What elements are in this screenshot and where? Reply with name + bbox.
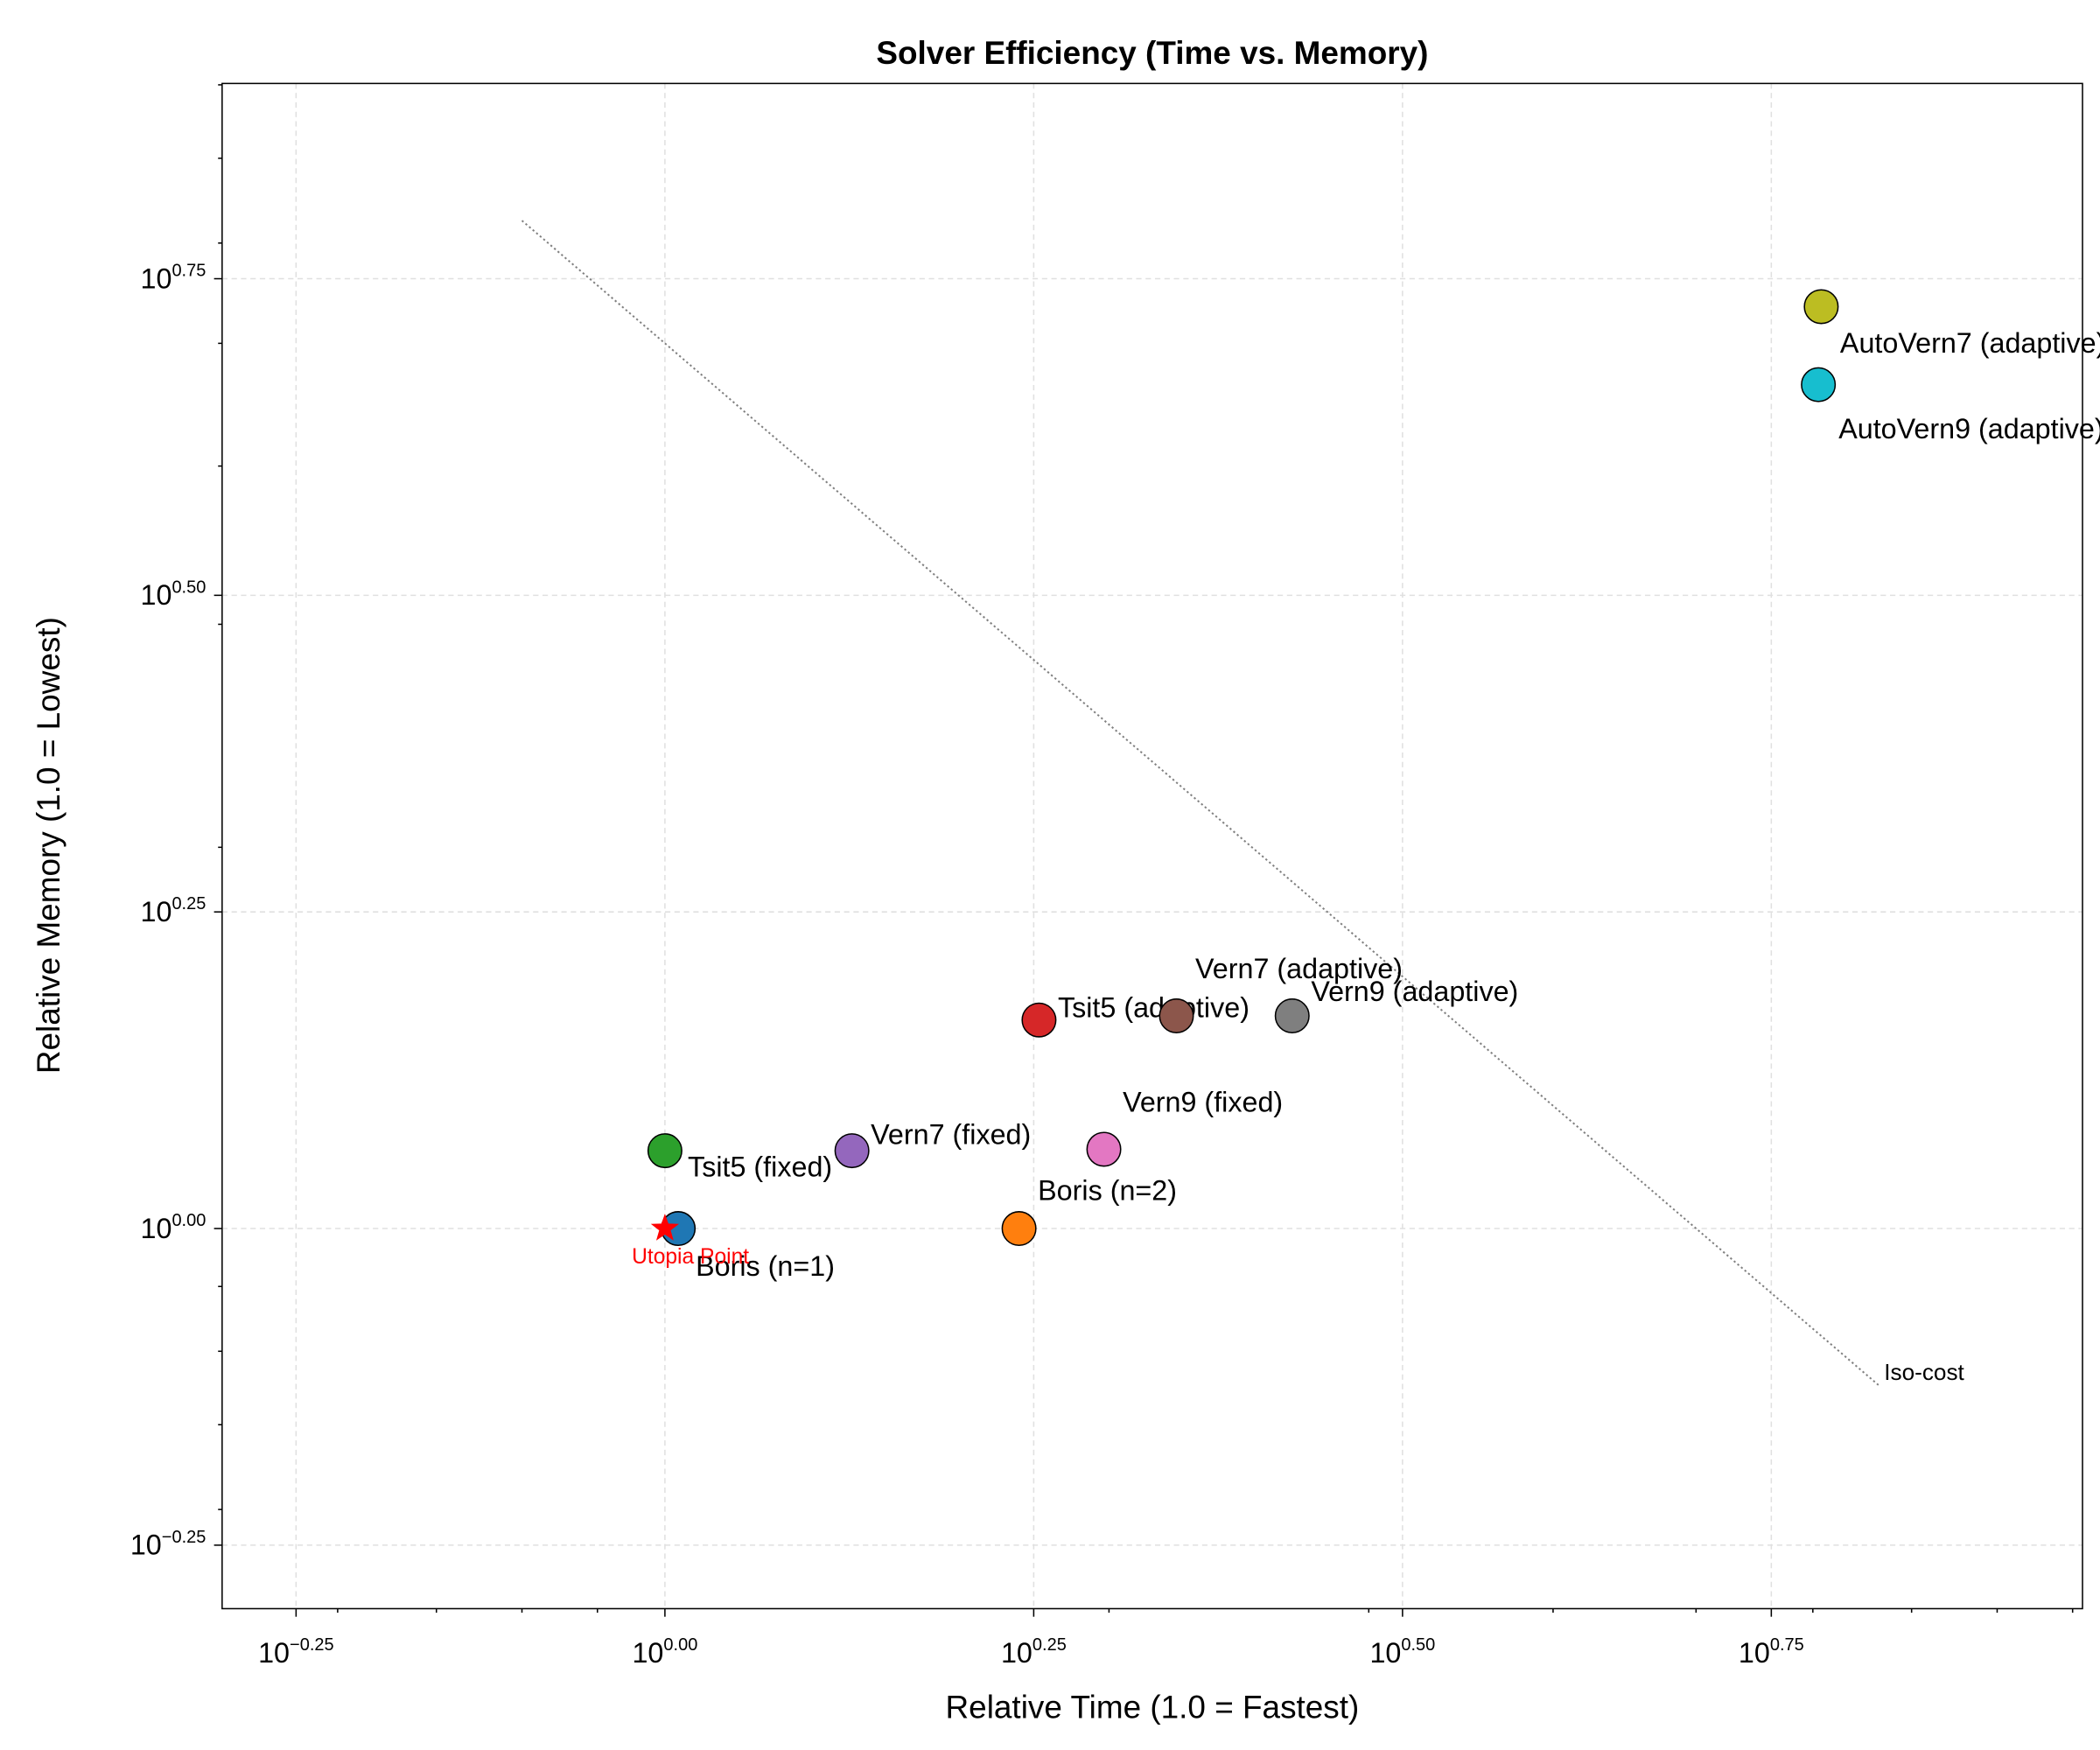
tick-label: 100.50 bbox=[1369, 1635, 1435, 1669]
point bbox=[1801, 367, 1837, 402]
tick-label-base: 10 bbox=[141, 579, 172, 611]
point-label: Boris (n=2) bbox=[1038, 1175, 1177, 1207]
x-axis-label: Relative Time (1.0 = Fastest) bbox=[946, 1690, 1360, 1726]
tick-label-exponent: −0.25 bbox=[162, 1528, 206, 1547]
tick-label-base: 10 bbox=[141, 1213, 172, 1244]
tick-label-exponent: 0.50 bbox=[1401, 1635, 1435, 1655]
tick-label: 100.25 bbox=[1001, 1635, 1067, 1669]
chart-title: Solver Efficiency (Time vs. Memory) bbox=[876, 35, 1428, 71]
tick-label-exponent: 0.25 bbox=[172, 894, 206, 914]
tick-label-base: 10 bbox=[632, 1637, 663, 1669]
tick-label-base: 10 bbox=[141, 896, 172, 928]
tick-label-exponent: 0.25 bbox=[1032, 1635, 1067, 1655]
y-axis-label: Relative Memory (1.0 = Lowest) bbox=[31, 617, 66, 1074]
tick-label-exponent: 0.00 bbox=[663, 1635, 697, 1655]
point-label: Tsit5 (fixed) bbox=[688, 1151, 832, 1182]
iso-cost-label: Iso-cost bbox=[1884, 1359, 1964, 1385]
tick-label-exponent: 0.75 bbox=[172, 261, 206, 280]
tick-label: 100.75 bbox=[1739, 1635, 1804, 1669]
tick-label-base: 10 bbox=[1001, 1637, 1032, 1669]
tick-label: 100.00 bbox=[141, 1211, 206, 1244]
iso-cost-line bbox=[521, 220, 1880, 1386]
tick-label-base: 10 bbox=[1739, 1637, 1770, 1669]
grid bbox=[221, 83, 2082, 1609]
point bbox=[1086, 1131, 1122, 1167]
tick-label: 10−0.25 bbox=[130, 1528, 206, 1561]
tick-label-exponent: 0.75 bbox=[1770, 1635, 1804, 1655]
tick-label-base: 10 bbox=[141, 262, 172, 294]
tick-label: 10−0.25 bbox=[258, 1635, 334, 1669]
point-label: AutoVern7 (adaptive) bbox=[1840, 327, 2100, 359]
point bbox=[1001, 1211, 1037, 1247]
point-label: Vern9 (fixed) bbox=[1123, 1086, 1283, 1117]
point bbox=[1021, 1002, 1057, 1038]
point bbox=[647, 1133, 682, 1169]
point bbox=[834, 1133, 870, 1169]
tick-label-base: 10 bbox=[1369, 1637, 1401, 1669]
tick-label: 100.50 bbox=[141, 578, 206, 611]
tick-label-exponent: 0.50 bbox=[172, 578, 206, 597]
tick-label-exponent: −0.25 bbox=[290, 1635, 334, 1655]
point-label: AutoVern9 (adaptive) bbox=[1838, 413, 2100, 444]
tick-label: 100.25 bbox=[141, 894, 206, 928]
point bbox=[1274, 998, 1310, 1034]
tick-label-base: 10 bbox=[130, 1530, 162, 1561]
point-label: Vern9 (adaptive) bbox=[1311, 976, 1518, 1007]
utopia-label: Utopia Point bbox=[632, 1245, 749, 1269]
point bbox=[1803, 289, 1839, 325]
plot-frame bbox=[221, 82, 2083, 1610]
point bbox=[1158, 998, 1194, 1034]
point-label: Boris (n=1) bbox=[696, 1250, 835, 1282]
tick-label-base: 10 bbox=[258, 1637, 290, 1669]
point-label: Tsit5 (adaptive) bbox=[1058, 992, 1250, 1024]
utopia-star bbox=[650, 1214, 679, 1241]
point-label: Vern7 (adaptive) bbox=[1195, 953, 1403, 984]
tick-label: 100.75 bbox=[141, 261, 206, 294]
tick-label-exponent: 0.00 bbox=[172, 1211, 206, 1230]
tick-label: 100.00 bbox=[632, 1635, 697, 1669]
point-label: Vern7 (fixed) bbox=[871, 1118, 1031, 1150]
